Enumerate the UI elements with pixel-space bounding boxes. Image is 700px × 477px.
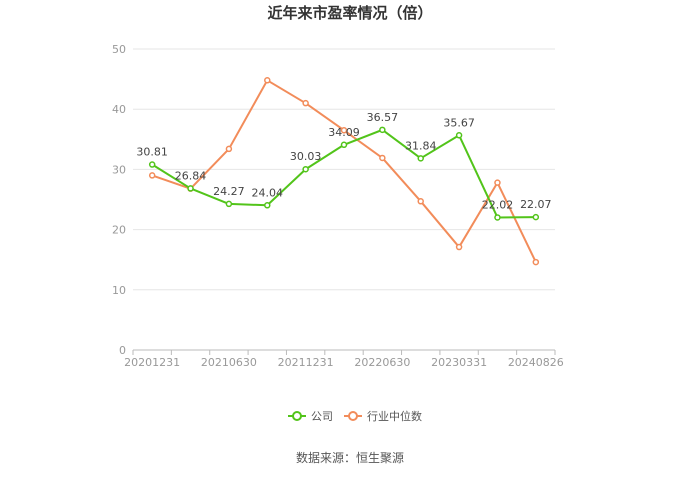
- y-tick-label-0: 0: [119, 344, 126, 357]
- axis-layer: 0 10 20 30 40 50 20201231 20210630 20211231 20220…: [112, 43, 564, 369]
- data-label-4: 30.03: [290, 150, 322, 163]
- series-0-point-9: [494, 214, 501, 221]
- series-1-point-6: [379, 154, 386, 162]
- y-tick-label-40: 40: [112, 103, 126, 116]
- data-label-5: 34.09: [328, 126, 360, 139]
- data-label-8: 35.67: [443, 116, 475, 129]
- series-1-point-7: [417, 198, 424, 205]
- data-label-10: 22.07: [520, 198, 552, 211]
- series-0-point-7: [417, 155, 424, 162]
- y-tick-label-30: 30: [112, 163, 126, 176]
- chart-title: 近年来市盈率情况（倍）: [267, 4, 432, 22]
- series-0-point-0: [148, 161, 156, 168]
- y-tick-label-50: 50: [112, 43, 126, 56]
- x-tick-label-20211231: 20211231: [278, 356, 334, 369]
- data-label-2: 24.27: [213, 185, 245, 198]
- data-source-note: 数据来源：恒生聚源: [296, 450, 404, 465]
- series-1-point-0: [148, 172, 156, 179]
- legend-label-1: 行业中位数: [367, 409, 422, 423]
- x-tick-label-20220630: 20220630: [354, 356, 410, 369]
- series-layer: [148, 77, 540, 266]
- legend-label-0: 公司: [311, 410, 333, 423]
- series-1-point-8: [455, 243, 463, 251]
- series-0-point-2: [225, 200, 233, 208]
- series-1-point-3: [264, 77, 271, 84]
- x-tick-label-20210630: 20210630: [201, 356, 257, 369]
- series-1-point-2: [225, 145, 233, 153]
- series-0-point-8: [455, 132, 463, 139]
- series-1-point-9: [494, 179, 501, 186]
- y-tick-label-10: 10: [112, 284, 126, 297]
- series-0-point-5: [340, 141, 348, 149]
- legend-swatch-marker-0: [292, 411, 302, 421]
- series-0-point-4: [302, 165, 309, 173]
- data-label-1: 26.84: [175, 169, 207, 182]
- series-0-point-6: [379, 126, 386, 134]
- series-0-point-3: [264, 202, 271, 209]
- series-0-point-10: [532, 213, 540, 221]
- legend-item-1[interactable]: 行业中位数: [344, 409, 422, 423]
- series-0-point-1: [187, 185, 194, 192]
- y-tick-label-20: 20: [112, 224, 126, 237]
- series-1-point-4: [302, 99, 309, 107]
- data-label-6: 36.57: [367, 111, 399, 124]
- data-label-0: 30.81: [136, 146, 168, 159]
- x-tick-label-20201231: 20201231: [124, 356, 180, 369]
- legend: 公司 行业中位数: [288, 409, 422, 423]
- series-1-point-5: [340, 127, 348, 134]
- series-line-1: [151, 79, 537, 263]
- series-1-point-10: [532, 258, 540, 266]
- x-tick-label-20230331: 20230331: [431, 356, 487, 369]
- x-tick-label-20240826: 20240826: [508, 356, 564, 369]
- grid-layer: [133, 48, 555, 291]
- legend-item-0[interactable]: 公司: [288, 410, 333, 423]
- legend-swatch-marker-1: [348, 411, 358, 421]
- data-label-layer: 30.81 26.84 24.27 24.04 30.03 34.09 36.57 31.84…: [136, 111, 551, 212]
- data-label-9: 22.02: [482, 198, 514, 211]
- data-label-3: 24.04: [252, 186, 284, 199]
- data-label-7: 31.84: [405, 139, 437, 152]
